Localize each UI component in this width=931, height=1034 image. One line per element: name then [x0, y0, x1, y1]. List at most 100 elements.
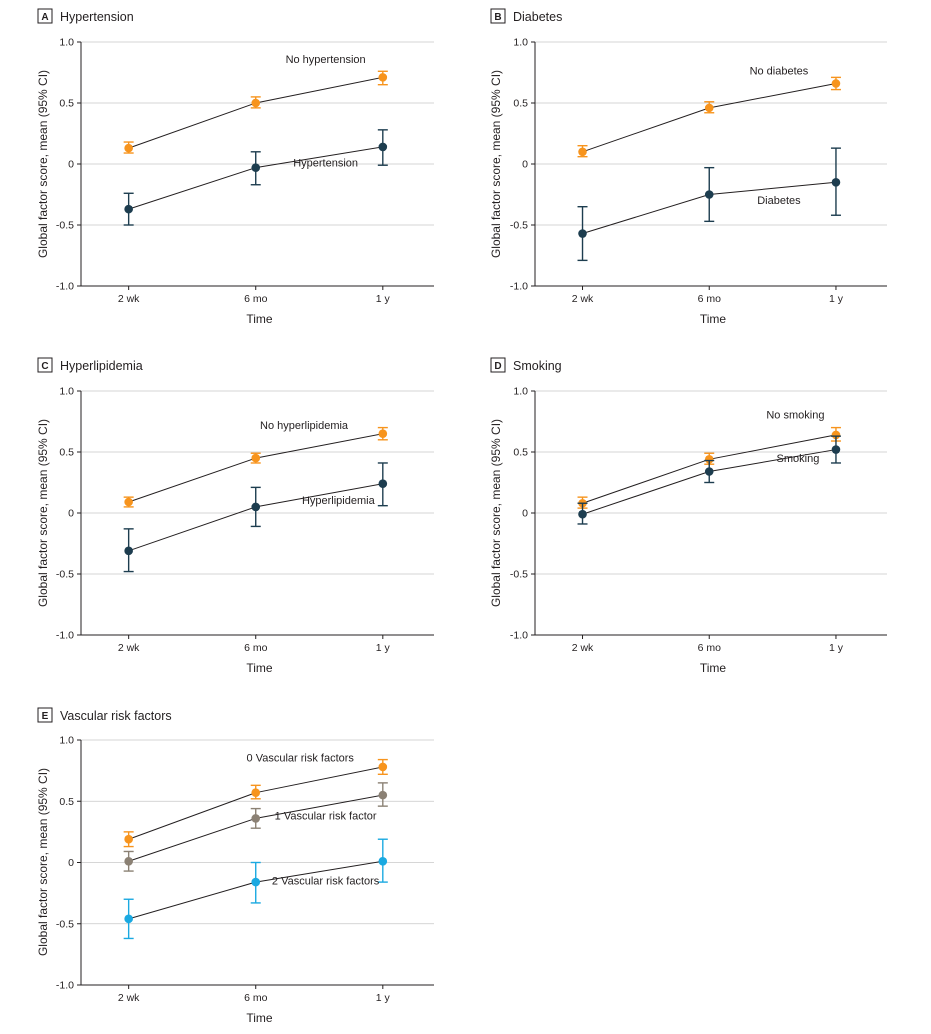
x-axis-title: Time	[700, 312, 727, 326]
y-tick-label: -0.5	[56, 918, 74, 930]
data-point	[831, 445, 841, 454]
data-point	[251, 814, 261, 823]
data-point	[704, 455, 714, 464]
y-tick-label: 0	[522, 508, 528, 520]
series-label: Diabetes	[757, 195, 801, 207]
y-tick-label: 1.0	[59, 735, 74, 747]
y-tick-label: 0.5	[59, 98, 74, 110]
data-point	[124, 834, 133, 844]
y-tick-label: -1.0	[510, 630, 528, 642]
data-point	[124, 204, 133, 214]
data-point	[378, 762, 388, 772]
y-tick-label: 0.5	[513, 447, 528, 459]
data-point	[378, 142, 388, 152]
panel-letter: A	[41, 12, 48, 23]
panel-title: Diabetes	[513, 10, 562, 24]
data-point	[578, 147, 587, 157]
y-tick-label: -0.5	[56, 220, 74, 232]
panel-letter: B	[494, 12, 501, 23]
panel-letter: D	[494, 361, 501, 372]
series-label: 0 Vascular risk factors	[247, 753, 355, 765]
y-tick-label: -1.0	[56, 630, 74, 642]
x-tick-label: 1 y	[376, 642, 391, 654]
y-tick-label: -1.0	[56, 980, 74, 992]
x-tick-label: 1 y	[376, 992, 391, 1004]
data-point	[578, 509, 587, 519]
y-tick-label: 0	[522, 159, 528, 171]
data-point	[124, 914, 133, 924]
data-point	[251, 788, 261, 797]
data-point	[378, 856, 388, 866]
panel-c: C Hyperlipidemia 1.0 0.5 0 -0.5 -1.0 2 wk 6 mo 1 …	[36, 357, 434, 675]
data-point	[704, 190, 714, 199]
x-tick-label: 1 y	[829, 293, 844, 305]
series-label: Smoking	[777, 453, 820, 465]
y-tick-label: 1.0	[513, 386, 528, 398]
y-tick-label: 0	[68, 159, 74, 171]
x-tick-label: 2 wk	[118, 642, 140, 654]
x-tick-label: 1 y	[829, 642, 844, 654]
data-point	[251, 502, 261, 512]
y-axis-title: Global factor score, mean (95% CI)	[36, 419, 50, 607]
data-point	[378, 479, 388, 489]
x-tick-label: 2 wk	[572, 642, 594, 654]
x-axis-title: Time	[700, 661, 727, 675]
x-tick-label: 2 wk	[118, 992, 140, 1004]
y-tick-label: -1.0	[56, 281, 74, 293]
panel-title: Vascular risk factors	[60, 709, 172, 723]
x-tick-label: 2 wk	[118, 293, 140, 305]
data-point	[831, 79, 841, 88]
panel-letter: C	[41, 361, 48, 372]
x-tick-label: 6 mo	[244, 642, 268, 654]
y-tick-label: 1.0	[59, 37, 74, 49]
y-tick-label: -0.5	[56, 569, 74, 581]
panel-title: Hyperlipidemia	[60, 359, 143, 373]
panel-e: E Vascular risk factors 1.0 0.5 0 -0.5 -1.0 2 w…	[36, 707, 434, 1025]
data-point	[251, 163, 261, 172]
y-tick-label: -1.0	[510, 281, 528, 293]
y-tick-label: -0.5	[510, 220, 528, 232]
y-tick-label: 0	[68, 508, 74, 520]
data-point	[251, 877, 261, 887]
data-point	[578, 229, 587, 238]
series-label: No hyperlipidemia	[260, 420, 349, 432]
y-axis-title: Global factor score, mean (95% CI)	[36, 768, 50, 956]
data-point	[378, 73, 388, 82]
panel-letter-box	[37, 707, 53, 723]
y-tick-label: 1.0	[513, 37, 528, 49]
series-label: 2 Vascular risk factors	[272, 876, 380, 888]
series-label: No smoking	[766, 410, 824, 422]
y-tick-label: 0.5	[513, 98, 528, 110]
x-tick-label: 6 mo	[244, 992, 268, 1004]
y-axis-title: Global factor score, mean (95% CI)	[36, 70, 50, 258]
y-axis-title: Global factor score, mean (95% CI)	[489, 419, 503, 607]
y-tick-label: 0	[68, 857, 74, 869]
series-label: No diabetes	[750, 65, 809, 77]
x-tick-label: 1 y	[376, 293, 391, 305]
x-tick-label: 6 mo	[698, 293, 722, 305]
x-tick-label: 2 wk	[572, 293, 594, 305]
panel-a: A Hypertension 1.0 0.5 0 -0.5 -1.0 2 wk 6 mo 1 y T…	[36, 8, 434, 326]
x-axis-title: Time	[246, 312, 273, 326]
data-point	[124, 497, 133, 507]
panel-b: B Diabetes 1.0 0.5 0 -0.5 -1.0 2 wk 6 mo 1 y Time G…	[489, 8, 887, 326]
panel-title: Hypertension	[60, 10, 134, 24]
data-point	[251, 453, 261, 463]
data-point	[251, 98, 261, 108]
x-axis-title: Time	[246, 661, 273, 675]
y-tick-label: 1.0	[59, 386, 74, 398]
panel-letter-box	[490, 357, 506, 373]
x-tick-label: 6 mo	[244, 293, 268, 305]
y-tick-label: 0.5	[59, 796, 74, 808]
data-point	[704, 103, 714, 113]
data-point	[378, 790, 388, 800]
data-point	[124, 856, 133, 866]
series-label: No hypertension	[286, 54, 366, 66]
series-label: Hypertension	[293, 157, 358, 169]
x-axis-title: Time	[246, 1011, 273, 1025]
panel-letter-box	[37, 357, 53, 373]
data-point	[124, 546, 133, 556]
series-label: Hyperlipidemia	[302, 495, 376, 507]
panel-letter: E	[42, 711, 49, 722]
